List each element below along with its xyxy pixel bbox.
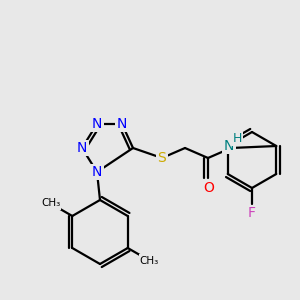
Text: F: F <box>248 206 256 220</box>
Text: S: S <box>158 151 166 165</box>
Text: O: O <box>204 181 214 195</box>
Text: N: N <box>117 117 127 131</box>
Text: CH₃: CH₃ <box>140 256 159 266</box>
Text: N: N <box>92 165 102 179</box>
Text: N: N <box>92 117 102 131</box>
Text: N: N <box>224 139 234 153</box>
Text: H: H <box>232 131 242 145</box>
Text: N: N <box>77 141 87 155</box>
Text: CH₃: CH₃ <box>41 199 60 208</box>
